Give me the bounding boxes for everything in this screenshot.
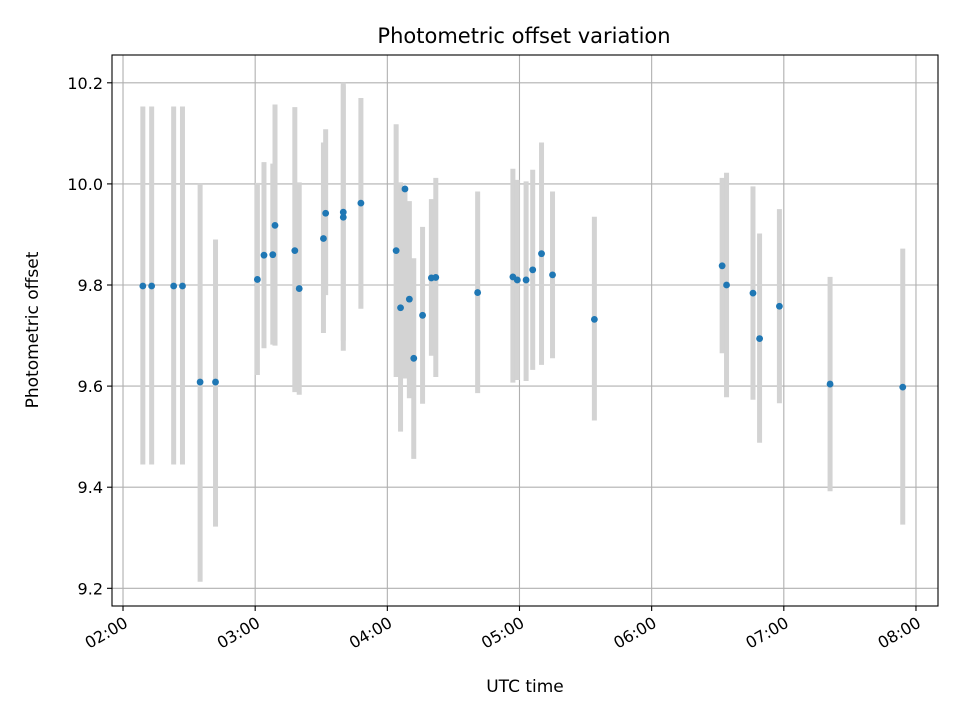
data-point [538, 250, 545, 258]
data-points [139, 185, 907, 391]
data-point [139, 282, 147, 290]
data-point [410, 354, 418, 362]
data-point [339, 213, 347, 221]
data-point [295, 285, 303, 292]
data-point [212, 378, 219, 386]
y-tick-label: 10.0 [67, 175, 103, 194]
data-point [322, 209, 330, 217]
data-point [392, 247, 400, 255]
y-tick-label: 10.2 [67, 74, 103, 93]
data-point [271, 221, 279, 229]
data-point [320, 235, 327, 242]
data-point [148, 282, 156, 290]
y-axis-label: Photometric offset [23, 251, 43, 408]
x-axis-label: UTC time [486, 677, 564, 697]
data-point [756, 335, 763, 342]
data-point [432, 274, 440, 281]
data-point [179, 282, 186, 290]
data-point [826, 380, 834, 388]
y-axis-ticks: 9.2 9.4 9.6 9.8 10.0 10.2 [67, 74, 112, 598]
y-tick-label: 9.8 [78, 276, 103, 295]
data-point [513, 276, 521, 284]
data-point [196, 378, 204, 386]
data-point [405, 295, 413, 303]
data-point [260, 251, 268, 259]
y-tick-label: 9.4 [78, 478, 103, 497]
y-tick-label: 9.2 [78, 579, 103, 598]
data-point [718, 262, 726, 270]
plot-frame [111, 54, 939, 607]
chart-title: Photometric offset variation [377, 24, 670, 48]
data-point [253, 276, 261, 283]
data-point [549, 271, 556, 279]
data-point [339, 208, 347, 216]
data-point [529, 266, 537, 274]
data-point [522, 276, 530, 284]
data-point [269, 251, 277, 259]
y-tick-label: 9.6 [78, 377, 103, 396]
data-point [749, 289, 757, 297]
data-point [170, 282, 178, 290]
data-point [401, 185, 409, 193]
data-point [590, 315, 598, 323]
data-point [419, 311, 426, 319]
data-point [723, 281, 730, 289]
data-point [357, 199, 365, 207]
data-point [291, 247, 299, 255]
data-point [899, 383, 907, 391]
data-point [776, 302, 783, 310]
data-point [474, 289, 482, 296]
data-point [397, 304, 404, 312]
